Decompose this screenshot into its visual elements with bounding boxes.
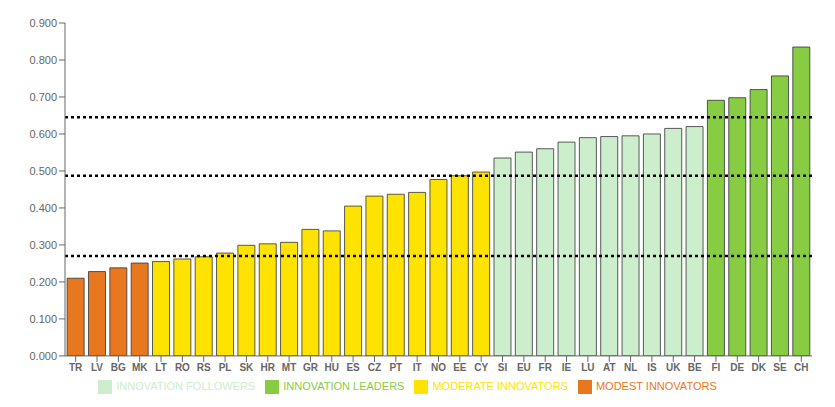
svg-text:DK: DK xyxy=(751,362,766,373)
svg-text:ES: ES xyxy=(346,362,360,373)
svg-text:CY: CY xyxy=(474,362,488,373)
svg-text:0.600: 0.600 xyxy=(29,128,57,140)
svg-text:SE: SE xyxy=(773,362,787,373)
svg-text:NO: NO xyxy=(431,362,446,373)
svg-text:PL: PL xyxy=(219,362,232,373)
svg-text:RO: RO xyxy=(175,362,190,373)
html-text:MODERATE INNOVATORS: MODERATE INNOVATORS xyxy=(432,379,568,392)
svg-text:LU: LU xyxy=(581,362,594,373)
svg-text:GR: GR xyxy=(303,362,319,373)
svg-text:DE: DE xyxy=(730,362,744,373)
svg-text:RS: RS xyxy=(197,362,211,373)
svg-text:IS: IS xyxy=(647,362,657,373)
html-text:INNOVATION FOLLOWERS: INNOVATION FOLLOWERS xyxy=(116,379,256,392)
svg-text:0.800: 0.800 xyxy=(29,54,57,66)
svg-text:0.300: 0.300 xyxy=(29,239,57,251)
svg-text:UK: UK xyxy=(666,362,681,373)
svg-text:LT: LT xyxy=(155,362,166,373)
svg-text:PT: PT xyxy=(389,362,402,373)
svg-text:0.700: 0.700 xyxy=(29,91,57,103)
svg-text:LV: LV xyxy=(91,362,103,373)
svg-text:BG: BG xyxy=(111,362,126,373)
svg-text:TR: TR xyxy=(69,362,83,373)
svg-text:CH: CH xyxy=(794,362,808,373)
svg-text:0.100: 0.100 xyxy=(29,313,57,325)
svg-text:MT: MT xyxy=(282,362,296,373)
svg-text:0.200: 0.200 xyxy=(29,276,57,288)
svg-text:IT: IT xyxy=(413,362,422,373)
svg-text:HU: HU xyxy=(325,362,339,373)
svg-text:FI: FI xyxy=(712,362,721,373)
svg-text:0.900: 0.900 xyxy=(29,17,57,29)
svg-text:0.400: 0.400 xyxy=(29,202,57,214)
html-text:MODEST INNOVATORS: MODEST INNOVATORS xyxy=(595,379,717,392)
svg-text:0.500: 0.500 xyxy=(29,165,57,177)
svg-text:EE: EE xyxy=(453,362,467,373)
svg-text:AT: AT xyxy=(603,362,616,373)
html-text:INNOVATION LEADERS: INNOVATION LEADERS xyxy=(283,379,405,392)
svg-text:EU: EU xyxy=(517,362,531,373)
svg-text:BE: BE xyxy=(688,362,702,373)
svg-text:IE: IE xyxy=(562,362,572,373)
svg-text:CZ: CZ xyxy=(368,362,381,373)
svg-text:SI: SI xyxy=(498,362,508,373)
svg-text:FR: FR xyxy=(539,362,553,373)
svg-text:0.000: 0.000 xyxy=(29,350,57,362)
svg-text:HR: HR xyxy=(261,362,276,373)
svg-text:NL: NL xyxy=(624,362,637,373)
svg-text:MK: MK xyxy=(132,362,148,373)
svg-text:SK: SK xyxy=(239,362,254,373)
